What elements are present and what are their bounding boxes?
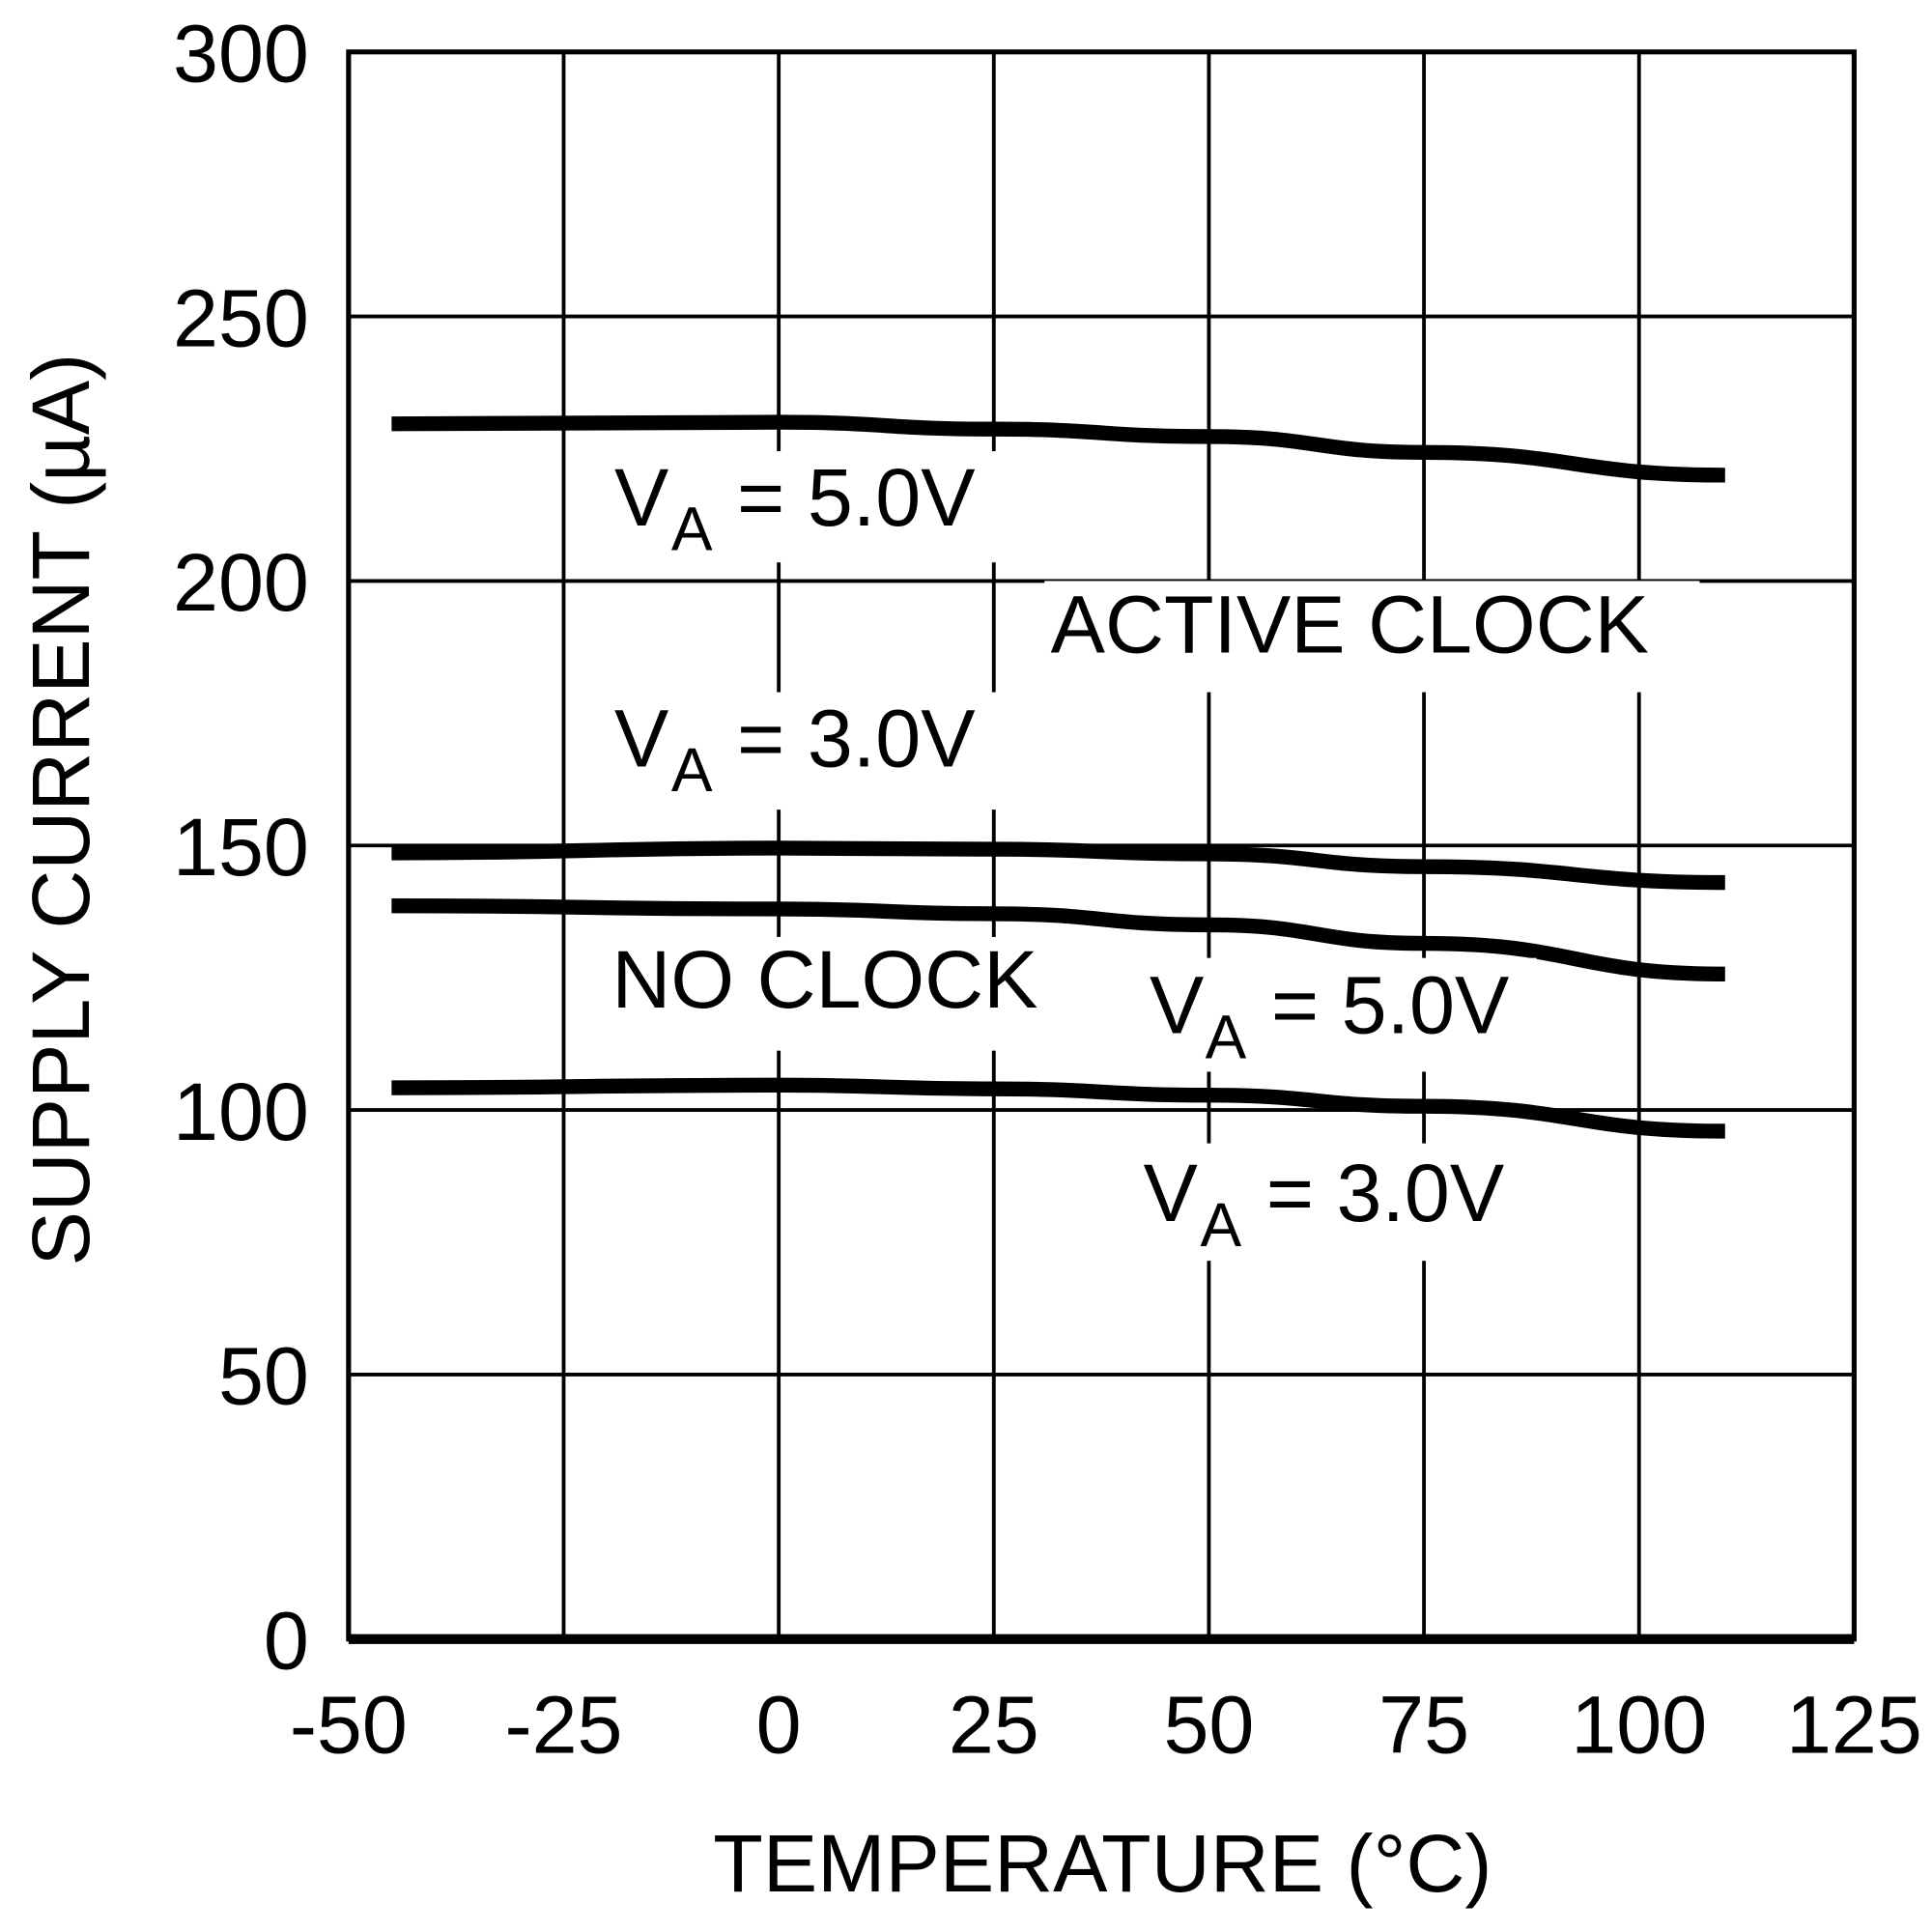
- y-tick-label: 150: [173, 802, 309, 893]
- annotation-main: V: [1144, 1148, 1198, 1238]
- annotation-sub: A: [671, 494, 713, 563]
- annotation-sub: A: [671, 735, 713, 805]
- annotation-rest: = 3.0V: [715, 693, 976, 783]
- annotation-rest: = 5.0V: [715, 452, 976, 543]
- x-tick-label: 0: [756, 1679, 802, 1770]
- x-tick-label: -50: [290, 1679, 408, 1770]
- series-line-3: [391, 1077, 1725, 1139]
- annotation-main: V: [1150, 960, 1204, 1051]
- x-tick-label: -25: [504, 1679, 622, 1770]
- y-tick-label: 300: [173, 8, 309, 99]
- series-line-0: [391, 414, 1725, 483]
- series-line-2: [391, 897, 1725, 981]
- x-tick-label: 125: [1786, 1679, 1922, 1770]
- label-noclock-5v: V A = 5.0V: [1143, 957, 1537, 1072]
- label-noclock-3v: V A = 3.0V: [1137, 1143, 1531, 1262]
- y-tick-label: 250: [173, 272, 309, 363]
- label-active-clock: ACTIVE CLOCK: [1044, 580, 1700, 693]
- annotation-sub: A: [1206, 1002, 1247, 1071]
- annotation-rest: = 5.0V: [1248, 960, 1509, 1051]
- x-tick-label: 25: [949, 1679, 1039, 1770]
- y-tick-label: 100: [173, 1066, 309, 1157]
- x-tick-label: 75: [1378, 1679, 1469, 1770]
- annotation-main: V: [614, 452, 668, 543]
- y-tick-label: 200: [173, 537, 309, 628]
- x-tick-label: 50: [1163, 1679, 1254, 1770]
- tick-labels: -50 -25 0 25 50 75 100 125 0 50 100 150 200 250 300: [173, 8, 1922, 1770]
- annotation-rest: = 3.0V: [1243, 1148, 1504, 1238]
- annotations: V A = 5.0V ACTIVE CLOCK V A = 3.0V NO CL…: [605, 451, 1700, 1262]
- y-tick-label: 50: [218, 1331, 309, 1422]
- label-no-clock: NO CLOCK: [605, 934, 1069, 1051]
- label-active-3v: V A = 3.0V: [608, 692, 1002, 810]
- annotation-sub: A: [1200, 1190, 1241, 1260]
- x-tick-label: 100: [1571, 1679, 1707, 1770]
- y-axis-label: SUPPLY CURRENT (µA): [15, 354, 106, 1266]
- series-lines: [391, 414, 1725, 1139]
- annotation-main: V: [614, 693, 668, 783]
- annotation-text: ACTIVE CLOCK: [1051, 580, 1649, 670]
- x-axis-label: TEMPERATURE (°C): [713, 1818, 1492, 1909]
- label-active-5v: V A = 5.0V: [608, 451, 1002, 563]
- series-line-1: [391, 840, 1725, 891]
- annotation-text: NO CLOCK: [611, 934, 1037, 1025]
- y-tick-label: 0: [264, 1595, 309, 1686]
